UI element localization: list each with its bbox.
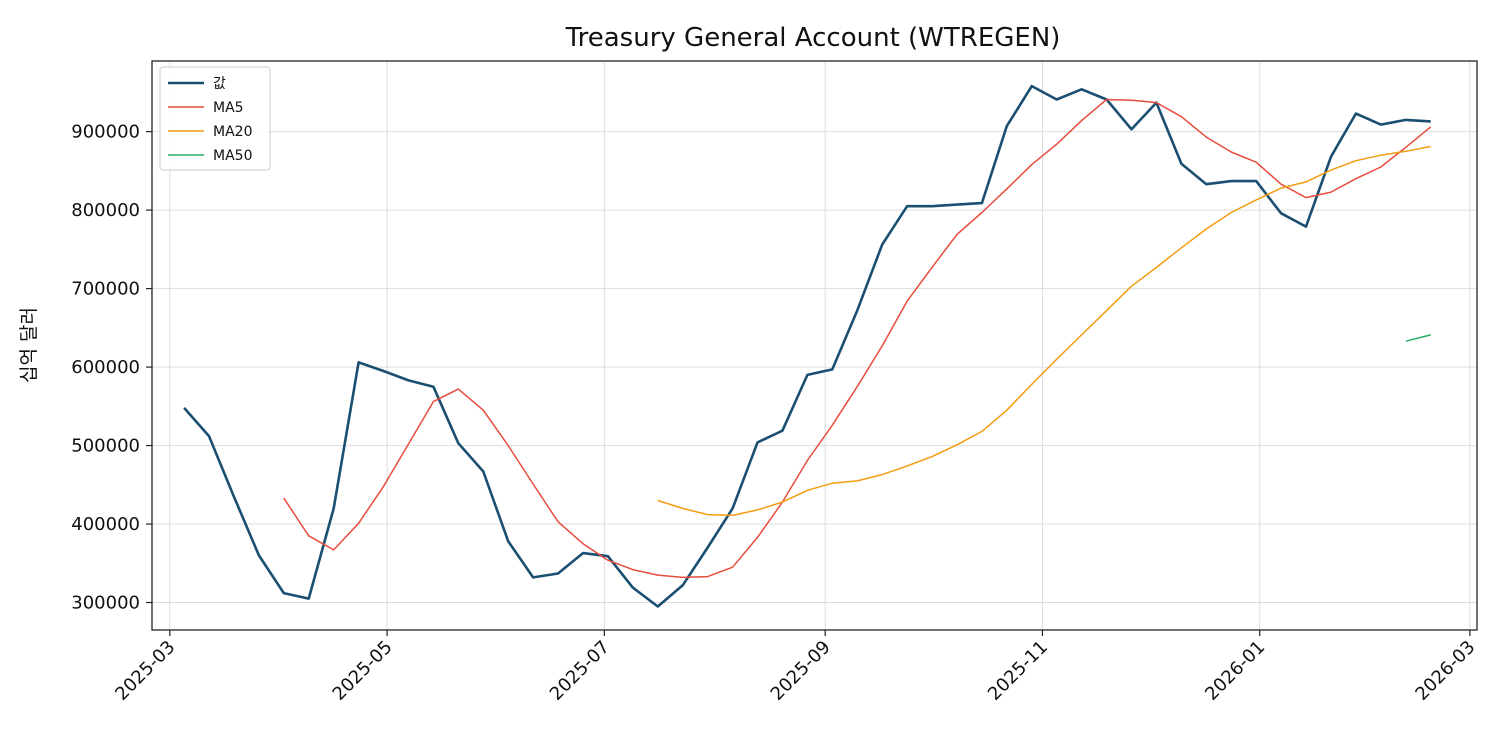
y-tick-label: 300000 [71, 593, 140, 614]
y-tick-label: 900000 [71, 122, 140, 143]
series-layer [183, 84, 1432, 608]
series-line-0 [183, 84, 1431, 608]
plot-frame [151, 60, 1478, 631]
series-line-2 [657, 145, 1431, 517]
legend-label: MA5 [213, 100, 244, 116]
y-tick-label: 600000 [71, 357, 140, 378]
legend-label: 값 [213, 76, 226, 92]
y-tick-label: 500000 [71, 436, 140, 457]
y-tick-label: 700000 [71, 279, 140, 300]
y-tick-label: 800000 [71, 200, 140, 221]
series-line-3 [1405, 334, 1431, 342]
y-axis-label: 십억 달러 [18, 307, 40, 383]
y-tick-label: 400000 [71, 514, 140, 535]
chart-title: Treasury General Account (WTREGEN) [565, 23, 1061, 53]
legend-box [159, 66, 271, 171]
series-line-1 [283, 98, 1432, 579]
legend: 값 MA5 MA20 MA50 [159, 66, 271, 171]
legend-label: MA20 [213, 124, 252, 140]
legend-label: MA50 [213, 148, 252, 164]
